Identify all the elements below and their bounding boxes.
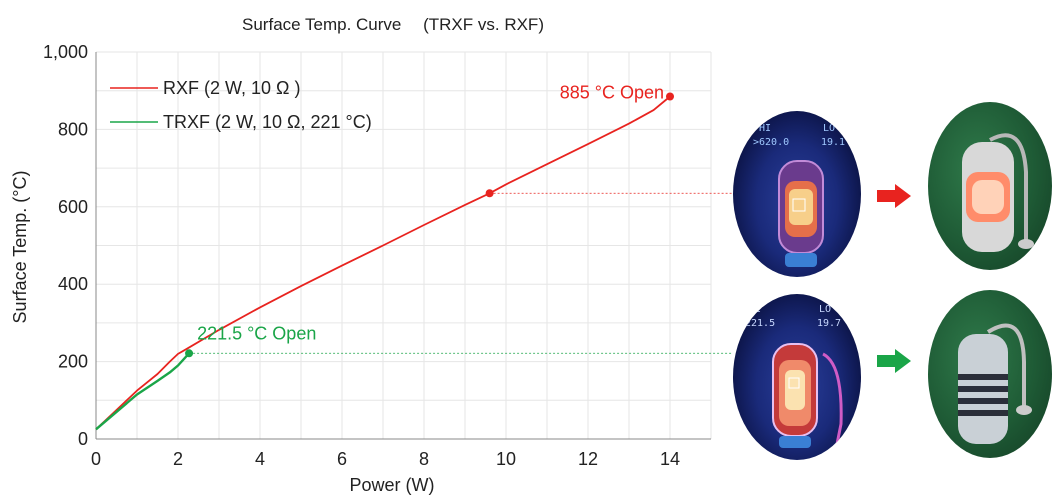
thermal-lo-value: 19.7 <box>817 318 842 329</box>
y-tick-label: 600 <box>58 197 88 217</box>
photo-resistor-glowing <box>928 102 1052 270</box>
annotations: 885 °C Open 221.5 °C Open <box>185 83 674 358</box>
x-axis-label: Power (W) <box>350 475 435 495</box>
y-tick-label: 200 <box>58 352 88 372</box>
x-tick-label: 12 <box>578 449 598 469</box>
x-tick-label: 10 <box>496 449 516 469</box>
series <box>95 95 671 431</box>
axes <box>95 52 711 440</box>
thermal-image-red: HI >620.0 LO 19.1 <box>733 111 861 277</box>
thermal-lo-label: LO <box>819 304 832 315</box>
x-tick-label: 14 <box>660 449 680 469</box>
x-tick-label: 6 <box>337 449 347 469</box>
legend: RXF (2 W, 10 Ω ) TRXF (2 W, 10 Ω, 221 °C) <box>110 78 372 132</box>
grid <box>96 51 712 439</box>
y-axis-label: Surface Temp. (°C) <box>10 171 30 324</box>
y-tick-label: 400 <box>58 274 88 294</box>
data-point-marker <box>666 92 674 101</box>
series-line-rxf <box>95 95 671 430</box>
data-point-marker <box>485 189 494 198</box>
thermal-hi-value: >620.0 <box>753 137 790 148</box>
x-tick-label: 8 <box>419 449 429 469</box>
y-tick-label: 800 <box>58 119 88 139</box>
thermal-lo-label: LO <box>823 123 836 134</box>
thermal-hi-value: 221.5 <box>745 318 776 329</box>
annotation-label: 885 °C Open <box>560 83 664 103</box>
thermal-hi-label: HI <box>749 304 762 315</box>
legend-label: TRXF (2 W, 10 Ω, 221 °C) <box>163 112 372 132</box>
annotation-label: 221.5 °C Open <box>197 323 316 343</box>
y-tick-label: 0 <box>78 429 88 449</box>
thermal-hi-label: HI <box>759 123 772 134</box>
y-tick-label: 1,000 <box>43 42 88 62</box>
thermal-lo-value: 19.1 <box>821 137 846 148</box>
tick-labels: 0 2 4 6 8 10 12 14 0 200 400 600 800 1,000 <box>43 42 680 469</box>
chart-title: Surface Temp. Curve (TRXF vs. RXF) <box>242 15 544 34</box>
x-tick-label: 0 <box>91 449 101 469</box>
thermal-image-green: HI 221.5 LO 19.7 <box>733 294 861 460</box>
x-tick-label: 2 <box>173 449 183 469</box>
x-tick-label: 4 <box>255 449 265 469</box>
guide-lines <box>189 192 733 354</box>
data-point-marker <box>185 349 194 358</box>
legend-label: RXF (2 W, 10 Ω ) <box>163 78 300 98</box>
arrow-right-icon <box>877 349 911 373</box>
photo-resistor-intact <box>928 290 1052 458</box>
arrow-right-icon <box>877 184 911 208</box>
series-line-trxf <box>95 352 190 431</box>
